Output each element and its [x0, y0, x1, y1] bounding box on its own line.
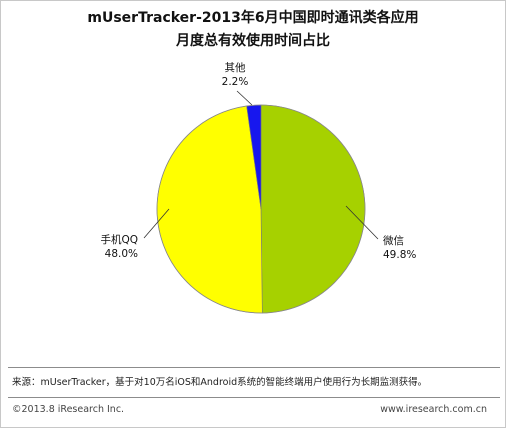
- slice-name-label-2: 手机QQ: [100, 233, 138, 246]
- source-note: 来源：mUserTracker，基于对10万名iOS和Android系统的智能终…: [12, 377, 428, 388]
- footer-divider-bottom: [8, 397, 500, 398]
- copyright-text: ©2013.8 iResearch Inc.: [12, 404, 125, 415]
- chart-title-line1: mUserTracker-2013年6月中国即时通讯类各应用: [87, 10, 419, 26]
- slice-name-label-1: 微信: [383, 234, 404, 247]
- footer-divider-top: [8, 367, 500, 368]
- slice-name-label-3: 其他: [225, 61, 246, 74]
- chart-title-line2: 月度总有效使用时间占比: [176, 33, 330, 49]
- slice-value-label-1: 49.8%: [383, 249, 416, 261]
- slice-value-label-2: 48.0%: [105, 248, 138, 260]
- chart-title: mUserTracker-2013年6月中国即时通讯类各应用 月度总有效使用时间…: [1, 7, 505, 53]
- leader-line-3: [236, 90, 253, 106]
- leader-line-1: [345, 205, 379, 240]
- slice-value-label-3: 2.2%: [222, 76, 249, 88]
- leader-line-2: [143, 208, 170, 239]
- pie-outline: [156, 104, 366, 314]
- pie-chart: 微信 49.8% 手机QQ 48.0% 其他 2.2%: [100, 61, 416, 314]
- website-text: www.iresearch.com.cn: [380, 404, 487, 415]
- pie-slice-2: [156, 105, 263, 314]
